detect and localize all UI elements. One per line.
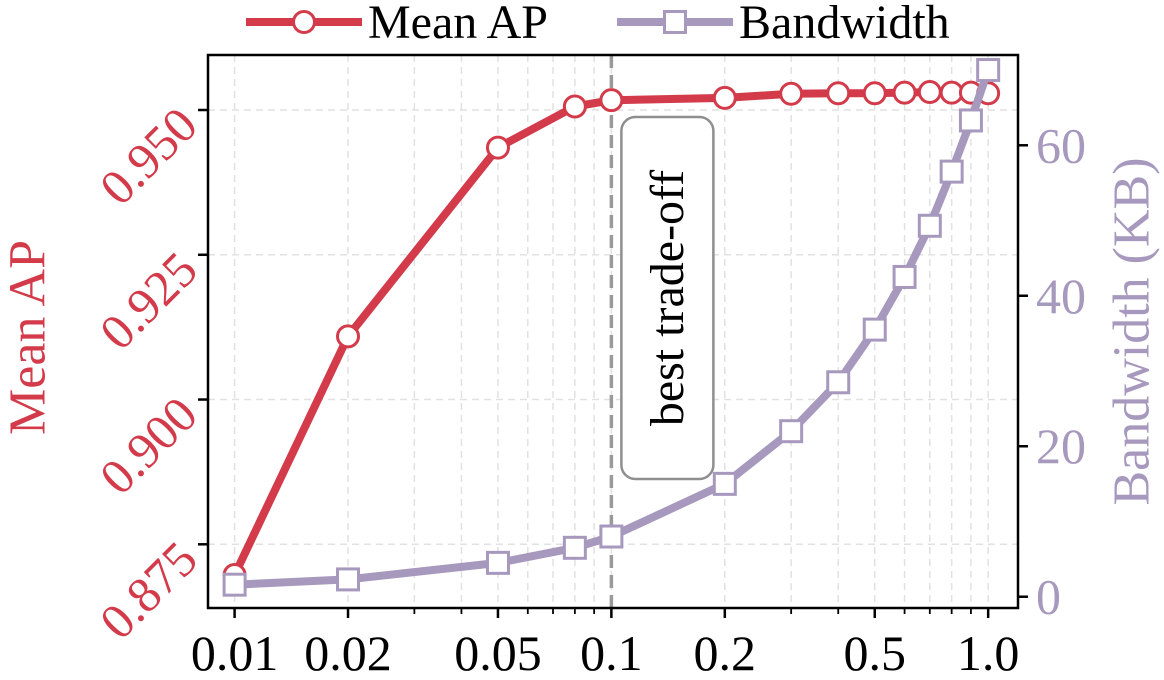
grid <box>208 55 1018 608</box>
bandwidth-point <box>958 108 983 133</box>
right-tick-label: 20 <box>1036 418 1086 474</box>
mean-ap-point <box>485 135 510 160</box>
bandwidth-point <box>562 535 587 560</box>
x-tick-label: 0.05 <box>454 625 542 680</box>
bandwidth-point <box>485 550 510 575</box>
mean-ap-point <box>712 85 737 110</box>
x-tick-label: 0.1 <box>580 625 643 680</box>
axes-frame <box>206 53 1020 610</box>
legend-marker-mean-ap <box>292 10 316 34</box>
mean-ap-point <box>862 81 887 106</box>
right-tick-label: 0 <box>1036 569 1061 625</box>
bandwidth-point <box>712 471 737 496</box>
mean-ap-point <box>917 80 942 105</box>
bandwidth-point <box>976 58 1001 83</box>
bandwidth-point <box>599 524 624 549</box>
legend-marker-bandwidth <box>663 10 687 34</box>
x-tick-label: 1.0 <box>957 625 1020 680</box>
left-tick-label: 0.900 <box>89 386 208 505</box>
labels-group: best trade-off Mean AP Bandwidth (KB) <box>0 115 1161 506</box>
plot-frame <box>206 53 1020 610</box>
legend: Mean AP Bandwidth <box>246 0 950 49</box>
mean-ap-point <box>336 324 361 349</box>
bandwidth-point <box>826 370 851 395</box>
x-tick-label: 0.2 <box>694 625 757 680</box>
bandwidth-point <box>222 572 247 597</box>
mean-ap-point <box>599 88 624 113</box>
right-tick-label: 40 <box>1036 268 1086 324</box>
bandwidth-point <box>892 264 917 289</box>
right-axis-label: Bandwidth (KB) <box>1104 157 1161 505</box>
bandwidth-point <box>862 317 887 342</box>
mean-ap-point <box>892 80 917 105</box>
bandwidth-point <box>939 159 964 184</box>
left-tick-label: 0.950 <box>89 96 208 215</box>
annotation-box <box>620 115 715 481</box>
x-tick-label: 0.5 <box>843 625 906 680</box>
right-tick-label: 60 <box>1036 117 1086 173</box>
left-tick-label: 0.925 <box>89 241 208 360</box>
series-group <box>222 58 1001 597</box>
x-tick-label: 0.02 <box>304 625 392 680</box>
x-tick-label: 0.01 <box>191 625 279 680</box>
bandwidth-point <box>336 567 361 592</box>
mean-ap-point <box>562 94 587 119</box>
mean-ap-point <box>779 81 804 106</box>
legend-label-mean-ap: Mean AP <box>368 0 548 49</box>
bandwidth-point <box>917 213 942 238</box>
mean-ap-point <box>826 81 851 106</box>
annotation-text: best trade-off <box>641 170 694 426</box>
legend-label-bandwidth: Bandwidth <box>739 0 950 49</box>
left-axis-label: Mean AP <box>0 240 57 435</box>
bandwidth-point <box>779 419 804 444</box>
